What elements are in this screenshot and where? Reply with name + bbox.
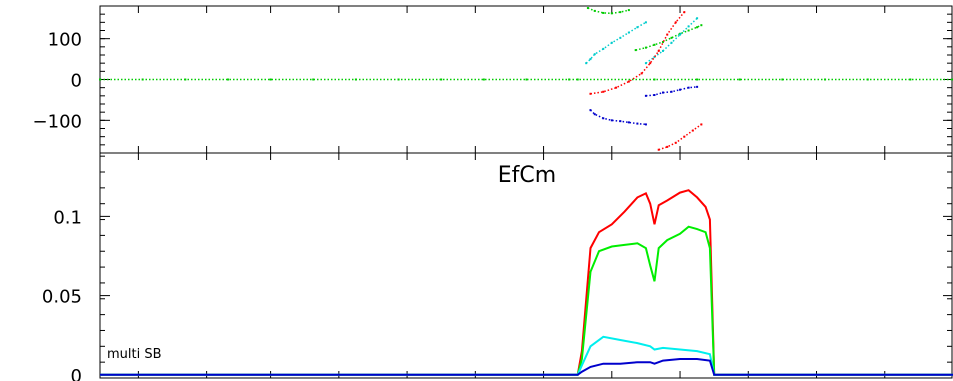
phase-series-8 — [644, 85, 699, 97]
phase-series-4 — [644, 17, 699, 65]
phase-point — [696, 17, 699, 20]
phase-point — [312, 78, 315, 81]
phase-point — [640, 72, 643, 75]
phase-point — [610, 119, 613, 122]
annotation-multi-sb: multi SB — [107, 347, 162, 362]
phase-point — [738, 78, 741, 81]
phase-point — [525, 78, 528, 81]
phase-panel: 100 0 −100 — [33, 5, 953, 154]
phase-point — [670, 90, 673, 93]
phase-series-1 — [586, 7, 630, 15]
phase-point — [589, 109, 592, 112]
y-tick-label: 0 — [71, 366, 82, 381]
y-tick-label: 0 — [71, 71, 82, 92]
phase-series-7 — [589, 109, 647, 126]
plot-frame — [99, 152, 953, 379]
phase-series-3 — [585, 21, 647, 65]
phase-point — [627, 121, 630, 124]
phase-point — [644, 21, 647, 24]
phase-point — [226, 78, 229, 81]
phase-point — [602, 11, 605, 14]
phase-point — [661, 91, 664, 94]
phase-trace — [645, 17, 698, 64]
phase-series-5 — [589, 11, 686, 95]
phase-point — [615, 86, 618, 89]
y-tick-label: −100 — [33, 111, 82, 132]
phase-point — [644, 123, 647, 126]
phase-point — [674, 21, 677, 24]
y-tick-label: 0.1 — [53, 207, 82, 228]
phase-point — [589, 92, 592, 95]
phase-point — [696, 78, 699, 81]
phase-series-2 — [634, 24, 703, 52]
y-tick-label: 100 — [48, 30, 82, 51]
phase-point — [679, 88, 682, 91]
phase-point — [619, 11, 622, 14]
phase-trace — [585, 21, 647, 64]
amplitude-series-line — [100, 358, 953, 376]
phase-point — [653, 43, 656, 46]
phase-point — [593, 113, 596, 116]
phase-point — [589, 58, 592, 61]
phase-point — [269, 78, 272, 81]
phase-trace — [590, 11, 685, 95]
phase-point — [653, 94, 656, 97]
phase-point — [636, 26, 639, 29]
phase-point — [696, 26, 699, 29]
phase-point — [440, 78, 443, 81]
phase-point — [657, 49, 660, 52]
amplitude-series-line — [100, 335, 953, 376]
phase-point — [634, 49, 637, 52]
amplitude-panel: 0.1 0.05 0 EfCm multi SB — [42, 152, 953, 381]
phase-point — [670, 36, 673, 39]
phase-point — [666, 145, 669, 148]
phase-point — [649, 62, 652, 65]
phase-point — [602, 90, 605, 93]
phase-point — [576, 78, 579, 81]
phase-trace — [589, 109, 646, 126]
phase-point — [482, 78, 485, 81]
phase-point — [627, 80, 630, 83]
phase-point — [687, 86, 690, 89]
phase-point — [696, 85, 699, 88]
phase-series-6 — [657, 123, 703, 151]
phase-point — [781, 78, 784, 81]
y-tick-label: 0.05 — [42, 287, 82, 308]
phase-series-0 — [99, 78, 953, 81]
chart-title: EfCm — [498, 163, 556, 188]
phase-point — [679, 33, 682, 36]
phase-point — [909, 78, 912, 81]
phase-point — [593, 53, 596, 56]
phase-trace — [658, 123, 702, 151]
amplitude-series-line — [100, 189, 953, 376]
amplitude-series-line — [100, 225, 953, 376]
